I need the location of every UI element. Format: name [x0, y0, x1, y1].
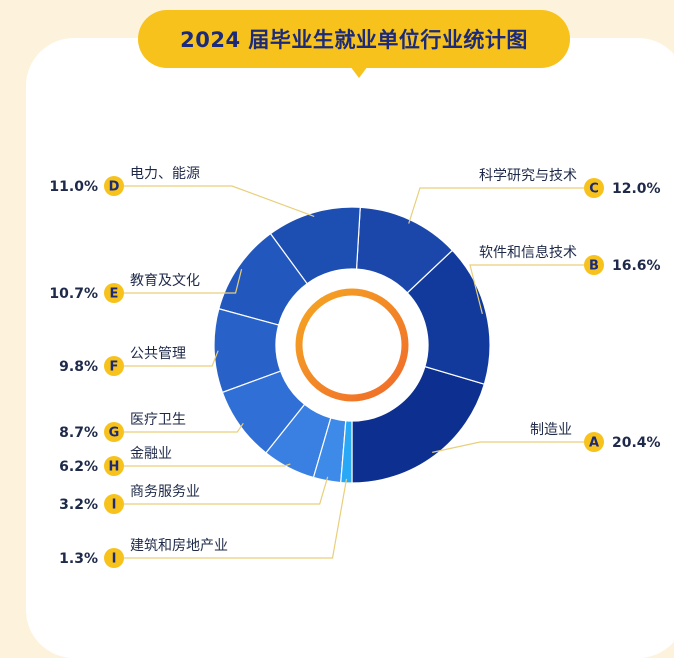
slice-badge-3	[584, 178, 604, 198]
slice-label-7: 医疗卫生	[130, 412, 186, 428]
slice-label-1: 制造业	[530, 422, 572, 438]
chart-title: 2024 届毕业生就业单位行业统计图	[138, 10, 570, 68]
slice-value-5: 10.7%	[49, 286, 98, 302]
slice-label-10: 建筑和房地产业	[130, 538, 228, 554]
leader-line-5	[124, 268, 243, 294]
slice-value-3: 12.0%	[612, 181, 661, 197]
slice-badge-4	[104, 176, 124, 196]
slice-value-4: 11.0%	[49, 179, 98, 195]
slice-value-1: 20.4%	[612, 435, 661, 451]
slice-value-9: 3.2%	[59, 497, 98, 513]
slice-badge-letter-7: G	[109, 426, 120, 441]
leader-line-2	[469, 264, 584, 315]
slice-badge-letter-5: E	[110, 287, 119, 302]
slice-badge-letter-6: F	[110, 360, 119, 375]
slice-badge-6	[104, 356, 124, 376]
inner-ring	[295, 288, 409, 402]
slice-badge-5	[104, 283, 124, 303]
leader-line-9	[124, 476, 329, 505]
leader-line-3	[408, 187, 584, 224]
slice-value-8: 6.2%	[59, 459, 98, 475]
donut-chart: 制造业 A 20.4% 软件和信息技术 B 16.6% 科学研究与技术 C 12.0% 电力、能源…	[49, 166, 661, 568]
slice-badge-8	[104, 456, 124, 476]
slice-badge-letter-1: A	[589, 436, 599, 451]
slice-badge-letter-8: H	[109, 460, 120, 475]
slice-label-3: 科学研究与技术	[479, 168, 577, 184]
slice-badge-letter-2: B	[589, 259, 599, 274]
leader-line-8	[124, 463, 291, 467]
slice-badge-1	[584, 432, 604, 452]
slice-badge-2	[584, 255, 604, 275]
slice-label-4: 电力、能源	[130, 166, 200, 182]
title-banner: 2024 届毕业生就业单位行业统计图	[138, 10, 570, 78]
slice-value-10: 1.3%	[59, 551, 98, 567]
leader-line-10	[124, 478, 348, 559]
slice-badge-letter-3: C	[589, 182, 599, 197]
slice-value-2: 16.6%	[612, 258, 661, 274]
title-pointer	[350, 66, 368, 78]
slice-badge-letter-9: I	[112, 498, 117, 513]
slice-badge-7	[104, 422, 124, 442]
slice-badge-letter-10: I	[112, 552, 117, 567]
slice-label-9: 商务服务业	[130, 484, 200, 500]
slice-badge-10	[104, 548, 124, 568]
slice-value-6: 9.8%	[59, 359, 98, 375]
slice-badge-letter-4: D	[109, 180, 120, 195]
slice-label-5: 教育及文化	[130, 273, 200, 289]
slice-label-6: 公共管理	[130, 346, 186, 362]
slice-value-7: 8.7%	[59, 425, 98, 441]
leader-line-6	[124, 350, 219, 367]
leader-line-7	[124, 422, 244, 433]
slice-badge-9	[104, 494, 124, 514]
slice-label-2: 软件和信息技术	[479, 244, 577, 261]
leader-line-1	[432, 441, 584, 453]
leader-line-4	[124, 185, 315, 218]
slice-label-8: 金融业	[130, 446, 172, 462]
